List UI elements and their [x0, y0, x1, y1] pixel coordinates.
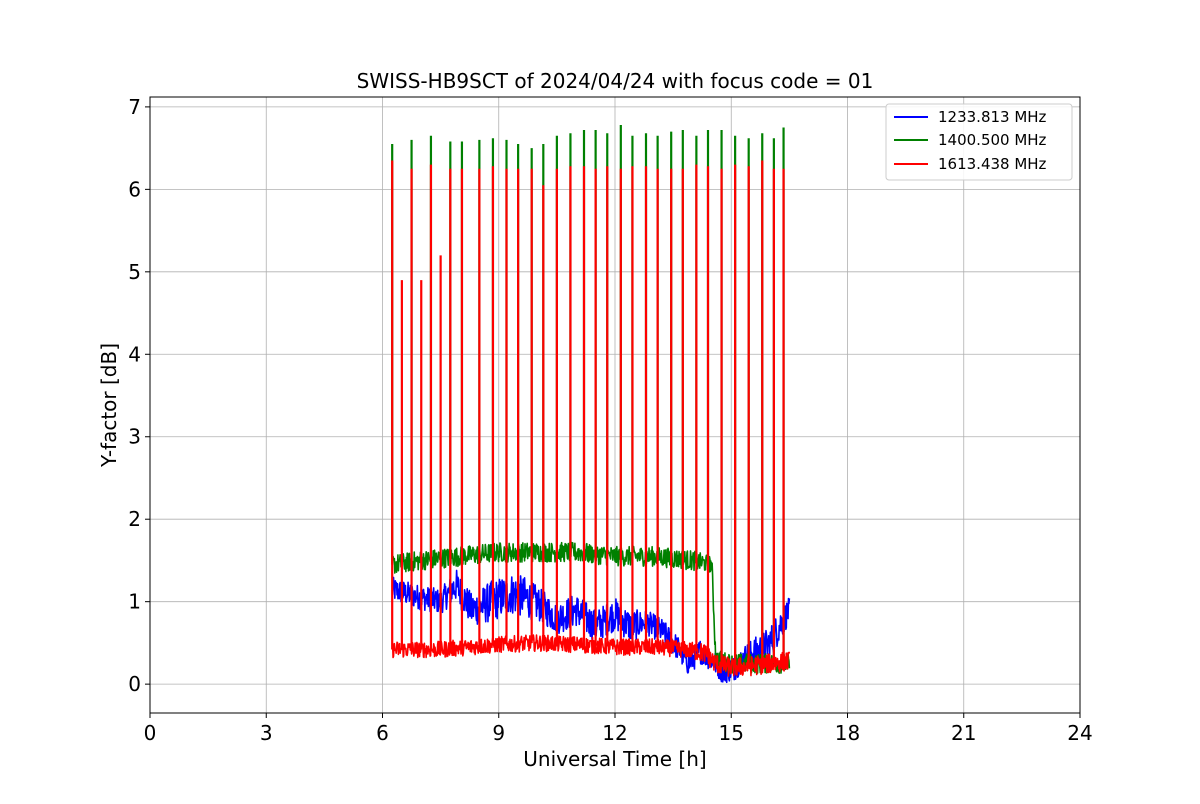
- x-tick-label-4: 12: [602, 721, 627, 745]
- y-tick-label-4: 4: [128, 342, 141, 366]
- x-tick-label-1: 3: [260, 721, 273, 745]
- x-tick-label-8: 24: [1067, 721, 1092, 745]
- series-trace-1: [391, 541, 791, 674]
- y-tick-label-2: 2: [128, 507, 141, 531]
- legend-label-1613: 1613.438 MHz: [938, 155, 1047, 173]
- series-trace-2: [391, 634, 791, 677]
- y-tick-label-1: 1: [128, 590, 141, 614]
- x-tick-label-6: 18: [835, 721, 860, 745]
- y-tick-label-5: 5: [128, 260, 141, 284]
- legend-label-1400: 1400.500 MHz: [938, 131, 1047, 149]
- legend-box: [885, 103, 1073, 181]
- series-layer: [391, 125, 791, 684]
- x-tick-label-5: 15: [719, 721, 744, 745]
- x-tick-label-2: 6: [376, 721, 389, 745]
- x-tick-label-3: 9: [492, 721, 505, 745]
- y-tick-label-6: 6: [128, 177, 141, 201]
- y-tick-label-7: 7: [128, 95, 141, 119]
- legend-label-1233: 1233.813 MHz: [938, 108, 1047, 126]
- y-tick-label-3: 3: [128, 425, 141, 449]
- legend: 1233.813 MHz 1400.500 MHz 1613.438 MHz: [885, 103, 1073, 181]
- y-tick-label-0: 0: [128, 672, 141, 696]
- x-tick-label-7: 21: [951, 721, 976, 745]
- x-tick-label-0: 0: [144, 721, 157, 745]
- x-axis-label: Universal Time [h]: [523, 747, 706, 771]
- series-2: [391, 160, 791, 677]
- y-axis-label: Y-factor [dB]: [97, 343, 121, 468]
- chart-title: SWISS-HB9SCT of 2024/04/24 with focus co…: [357, 69, 874, 93]
